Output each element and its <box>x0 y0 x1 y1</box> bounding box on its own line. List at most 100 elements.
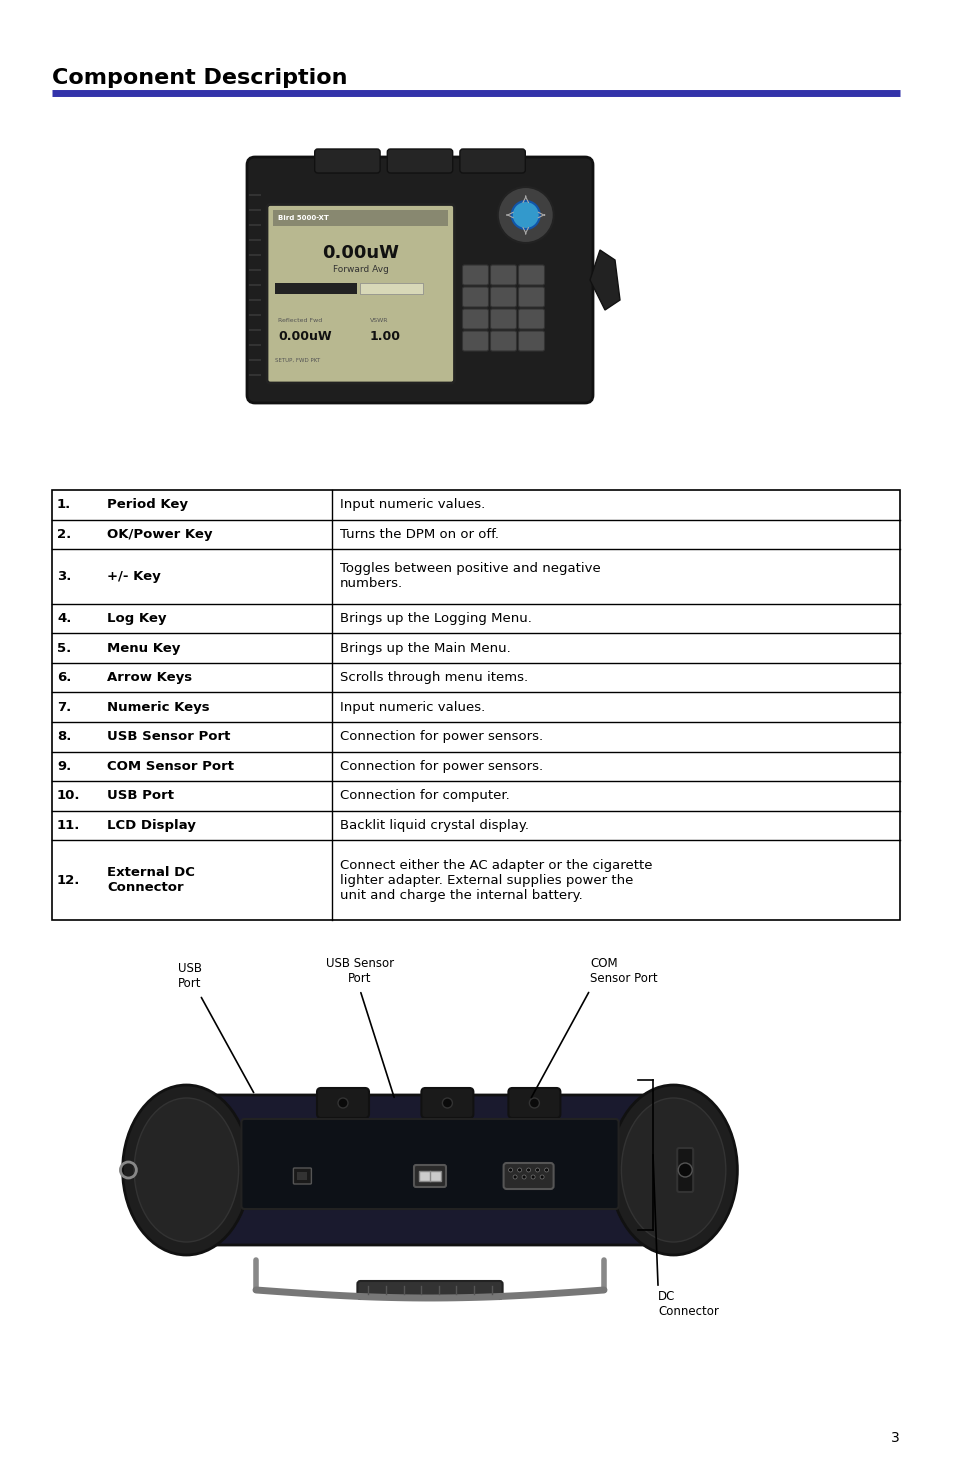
Text: SETUP, FWD PKT: SETUP, FWD PKT <box>274 357 320 363</box>
Text: COM
Sensor Port: COM Sensor Port <box>589 957 657 985</box>
Text: 7.: 7. <box>57 701 71 714</box>
Circle shape <box>511 201 539 229</box>
Text: Forward Avg: Forward Avg <box>333 266 388 274</box>
FancyBboxPatch shape <box>490 308 516 329</box>
Polygon shape <box>589 249 619 310</box>
FancyBboxPatch shape <box>462 266 488 285</box>
Text: 3: 3 <box>890 1431 899 1446</box>
Circle shape <box>513 1176 517 1179</box>
Text: 12.: 12. <box>57 873 80 886</box>
Ellipse shape <box>123 1086 250 1255</box>
Ellipse shape <box>609 1086 737 1255</box>
Text: Input numeric values.: Input numeric values. <box>339 701 485 714</box>
Text: USB Sensor
Port: USB Sensor Port <box>326 957 394 985</box>
Text: DC
Connector: DC Connector <box>658 1291 719 1319</box>
Text: External DC
Connector: External DC Connector <box>107 866 194 894</box>
Text: Brings up the Main Menu.: Brings up the Main Menu. <box>339 642 510 655</box>
Text: 5.: 5. <box>57 642 71 655</box>
Text: USB Sensor Port: USB Sensor Port <box>107 730 230 743</box>
Text: 0.00uW: 0.00uW <box>322 243 399 261</box>
Text: 1.: 1. <box>57 499 71 512</box>
Text: Log Key: Log Key <box>107 612 167 625</box>
Text: Bird 5000-XT: Bird 5000-XT <box>277 214 329 220</box>
FancyBboxPatch shape <box>459 149 525 173</box>
FancyBboxPatch shape <box>316 1089 369 1118</box>
Circle shape <box>526 1168 530 1173</box>
Text: USB Port: USB Port <box>107 789 173 802</box>
Text: Input numeric values.: Input numeric values. <box>339 499 485 512</box>
Text: COM Sensor Port: COM Sensor Port <box>107 760 233 773</box>
Text: VSWR: VSWR <box>370 317 388 323</box>
FancyBboxPatch shape <box>508 1089 559 1118</box>
FancyBboxPatch shape <box>421 1089 473 1118</box>
FancyBboxPatch shape <box>490 330 516 351</box>
FancyBboxPatch shape <box>273 209 448 226</box>
FancyBboxPatch shape <box>414 1165 446 1187</box>
FancyBboxPatch shape <box>518 266 544 285</box>
FancyBboxPatch shape <box>204 1094 655 1245</box>
FancyBboxPatch shape <box>462 308 488 329</box>
FancyBboxPatch shape <box>247 156 593 403</box>
Text: Connection for power sensors.: Connection for power sensors. <box>339 760 542 773</box>
Text: Toggles between positive and negative
numbers.: Toggles between positive and negative nu… <box>339 562 600 590</box>
Text: Component Description: Component Description <box>52 68 347 88</box>
Text: Period Key: Period Key <box>107 499 188 512</box>
Bar <box>52 490 899 920</box>
Text: 9.: 9. <box>57 760 71 773</box>
Text: 4.: 4. <box>57 612 71 625</box>
Circle shape <box>508 1168 512 1173</box>
Circle shape <box>544 1168 548 1173</box>
Text: Scrolls through menu items.: Scrolls through menu items. <box>339 671 528 684</box>
Text: Arrow Keys: Arrow Keys <box>107 671 192 684</box>
FancyBboxPatch shape <box>462 330 488 351</box>
Text: 8.: 8. <box>57 730 71 743</box>
FancyBboxPatch shape <box>359 283 423 294</box>
Text: 6.: 6. <box>57 671 71 684</box>
Circle shape <box>535 1168 539 1173</box>
Text: Numeric Keys: Numeric Keys <box>107 701 210 714</box>
FancyBboxPatch shape <box>241 1120 618 1210</box>
Circle shape <box>531 1176 535 1179</box>
FancyBboxPatch shape <box>297 1173 307 1180</box>
Circle shape <box>678 1162 692 1177</box>
Text: LCD Display: LCD Display <box>107 819 195 832</box>
FancyBboxPatch shape <box>357 1280 502 1299</box>
Circle shape <box>442 1097 452 1108</box>
Text: Turns the DPM on or off.: Turns the DPM on or off. <box>339 528 498 541</box>
FancyBboxPatch shape <box>418 1171 440 1181</box>
Text: Connect either the AC adapter or the cigarette
lighter adapter. External supplie: Connect either the AC adapter or the cig… <box>339 858 652 901</box>
Circle shape <box>521 1176 525 1179</box>
Ellipse shape <box>134 1097 238 1242</box>
FancyBboxPatch shape <box>503 1162 553 1189</box>
FancyBboxPatch shape <box>490 288 516 307</box>
Circle shape <box>517 1168 521 1173</box>
Circle shape <box>337 1097 348 1108</box>
Text: 11.: 11. <box>57 819 80 832</box>
Text: 0.00uW: 0.00uW <box>277 329 332 342</box>
Ellipse shape <box>620 1097 725 1242</box>
Text: Reflected Fwd: Reflected Fwd <box>277 317 322 323</box>
FancyBboxPatch shape <box>387 149 453 173</box>
Circle shape <box>497 187 553 243</box>
Text: Menu Key: Menu Key <box>107 642 180 655</box>
FancyBboxPatch shape <box>462 288 488 307</box>
Text: 10.: 10. <box>57 789 80 802</box>
Text: 3.: 3. <box>57 569 71 583</box>
FancyBboxPatch shape <box>677 1148 693 1192</box>
FancyBboxPatch shape <box>274 283 356 294</box>
FancyBboxPatch shape <box>294 1168 311 1184</box>
Text: Connection for computer.: Connection for computer. <box>339 789 509 802</box>
Text: OK/Power Key: OK/Power Key <box>107 528 213 541</box>
FancyBboxPatch shape <box>518 308 544 329</box>
Text: Brings up the Logging Menu.: Brings up the Logging Menu. <box>339 612 532 625</box>
Text: Connection for power sensors.: Connection for power sensors. <box>339 730 542 743</box>
Text: Backlit liquid crystal display.: Backlit liquid crystal display. <box>339 819 529 832</box>
Text: 2.: 2. <box>57 528 71 541</box>
FancyBboxPatch shape <box>518 288 544 307</box>
Text: USB
Port: USB Port <box>178 962 202 990</box>
Circle shape <box>529 1097 538 1108</box>
FancyBboxPatch shape <box>518 330 544 351</box>
Circle shape <box>539 1176 543 1179</box>
FancyBboxPatch shape <box>267 205 454 384</box>
FancyBboxPatch shape <box>314 149 379 173</box>
